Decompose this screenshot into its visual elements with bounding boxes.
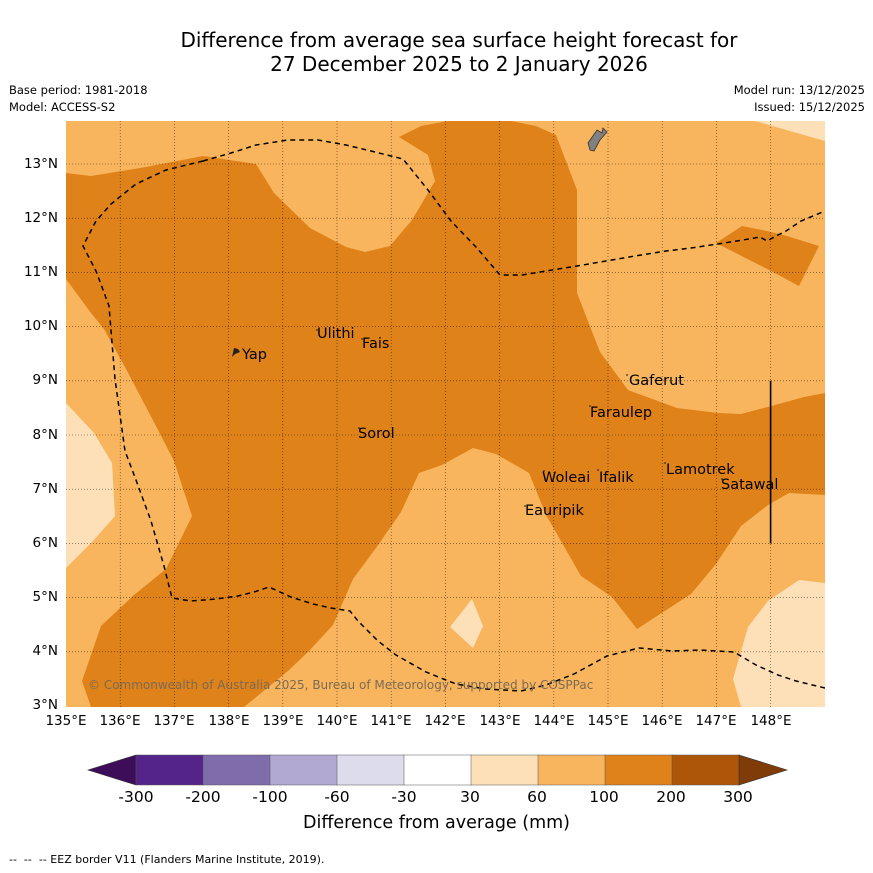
- lon-label: 138°E: [208, 713, 250, 729]
- map-panel: [66, 121, 825, 707]
- island-markers: [316, 329, 723, 507]
- colorbar-cell: [269, 754, 338, 786]
- place-fais: Fais: [362, 336, 390, 352]
- colorbar-cell: [537, 754, 606, 786]
- colorbar-cells: [86, 754, 789, 786]
- colorbar-tick: 200: [656, 788, 686, 806]
- footnote-eez: -- -- -- EEZ border V11 (Flanders Marine…: [9, 853, 325, 866]
- colorbar-tick: -200: [185, 788, 221, 806]
- colorbar-cell: [202, 754, 271, 786]
- lat-label: 9°N: [32, 372, 58, 388]
- model-run: Model run: 13/12/2025: [733, 83, 865, 97]
- colorbar-extend-high: [738, 754, 789, 786]
- colorbar-tick: -300: [118, 788, 154, 806]
- lat-label: 10°N: [23, 318, 58, 334]
- lat-label: 5°N: [32, 589, 58, 605]
- colorbar-tick: -60: [324, 788, 350, 806]
- lat-label: 12°N: [23, 210, 58, 226]
- colorbar-cell: [336, 754, 405, 786]
- colorbar-tick: 300: [723, 788, 753, 806]
- copyright-notice: © Commonwealth of Australia 2025, Bureau…: [88, 678, 594, 692]
- base-period: Base period: 1981-2018: [9, 83, 148, 97]
- lon-label: 144°E: [533, 713, 575, 729]
- place-satawal: Satawal: [721, 477, 779, 493]
- field-100-200-main: [66, 121, 825, 707]
- place-eauripik: Eauripik: [525, 503, 584, 519]
- lon-label: 140°E: [316, 713, 358, 729]
- map-svg: [66, 121, 825, 707]
- lon-label: 143°E: [479, 713, 521, 729]
- colorbar-cell: [403, 754, 472, 786]
- field-30-60-topright: [755, 121, 825, 141]
- place-woleai: Woleai: [542, 470, 591, 486]
- colorbar-cell: [604, 754, 673, 786]
- place-faraulep: Faraulep: [590, 405, 653, 421]
- place-gaferut: Gaferut: [629, 373, 684, 389]
- eez-border-west: [82, 160, 825, 692]
- colorbar-tick: 30: [460, 788, 480, 806]
- colorbar: [86, 754, 789, 786]
- colorbar-extend-low: [86, 754, 137, 786]
- model-name: Model: ACCESS-S2: [9, 100, 116, 114]
- lon-label: 135°E: [45, 713, 87, 729]
- lon-label: 147°E: [695, 713, 737, 729]
- place-ulithi: Ulithi: [317, 326, 355, 342]
- colorbar-cell: [135, 754, 204, 786]
- lat-label: 7°N: [32, 481, 58, 497]
- lat-label: 6°N: [32, 535, 58, 551]
- lon-label: 146°E: [641, 713, 683, 729]
- lon-label: 139°E: [262, 713, 304, 729]
- lat-label: 8°N: [32, 427, 58, 443]
- title-line-1: Difference from average sea surface heig…: [180, 28, 738, 52]
- lat-label: 4°N: [32, 643, 58, 659]
- lon-label: 137°E: [153, 713, 195, 729]
- lon-label: 136°E: [99, 713, 141, 729]
- field-30-60-left: [66, 403, 115, 568]
- field-100-200-island: [716, 226, 819, 286]
- colorbar-tick: -100: [252, 788, 288, 806]
- lon-label: 141°E: [370, 713, 412, 729]
- field-30-60-small: [450, 599, 483, 648]
- chart-title: Difference from average sea surface heig…: [0, 28, 873, 76]
- place-yap: Yap: [242, 347, 267, 363]
- yap-land: [232, 348, 240, 357]
- colorbar-tick: 60: [527, 788, 547, 806]
- meta-right: Model run: 13/12/2025 Issued: 15/12/2025: [734, 82, 865, 116]
- eez-border: [202, 139, 825, 276]
- lat-label: 11°N: [23, 264, 58, 280]
- lon-label: 148°E: [750, 713, 792, 729]
- place-lamotrek: Lamotrek: [666, 462, 735, 478]
- place-ifalik: Ifalik: [599, 470, 634, 486]
- guam-land: [587, 127, 608, 152]
- lon-label: 145°E: [587, 713, 629, 729]
- issued-date: Issued: 15/12/2025: [754, 100, 865, 114]
- place-sorol: Sorol: [358, 426, 395, 442]
- colorbar-cell: [470, 754, 539, 786]
- colorbar-cell: [671, 754, 740, 786]
- lon-label: 142°E: [424, 713, 466, 729]
- lat-label: 3°N: [32, 697, 58, 713]
- colorbar-tick: 100: [589, 788, 619, 806]
- colorbar-tick: -30: [391, 788, 417, 806]
- colorbar-title: Difference from average (mm): [302, 813, 571, 833]
- field-30-60-bottomright: [733, 580, 825, 707]
- meta-left: Base period: 1981-2018 Model: ACCESS-S2: [9, 82, 148, 116]
- lat-label: 13°N: [23, 156, 58, 172]
- title-line-2: 27 December 2025 to 2 January 2026: [270, 52, 648, 76]
